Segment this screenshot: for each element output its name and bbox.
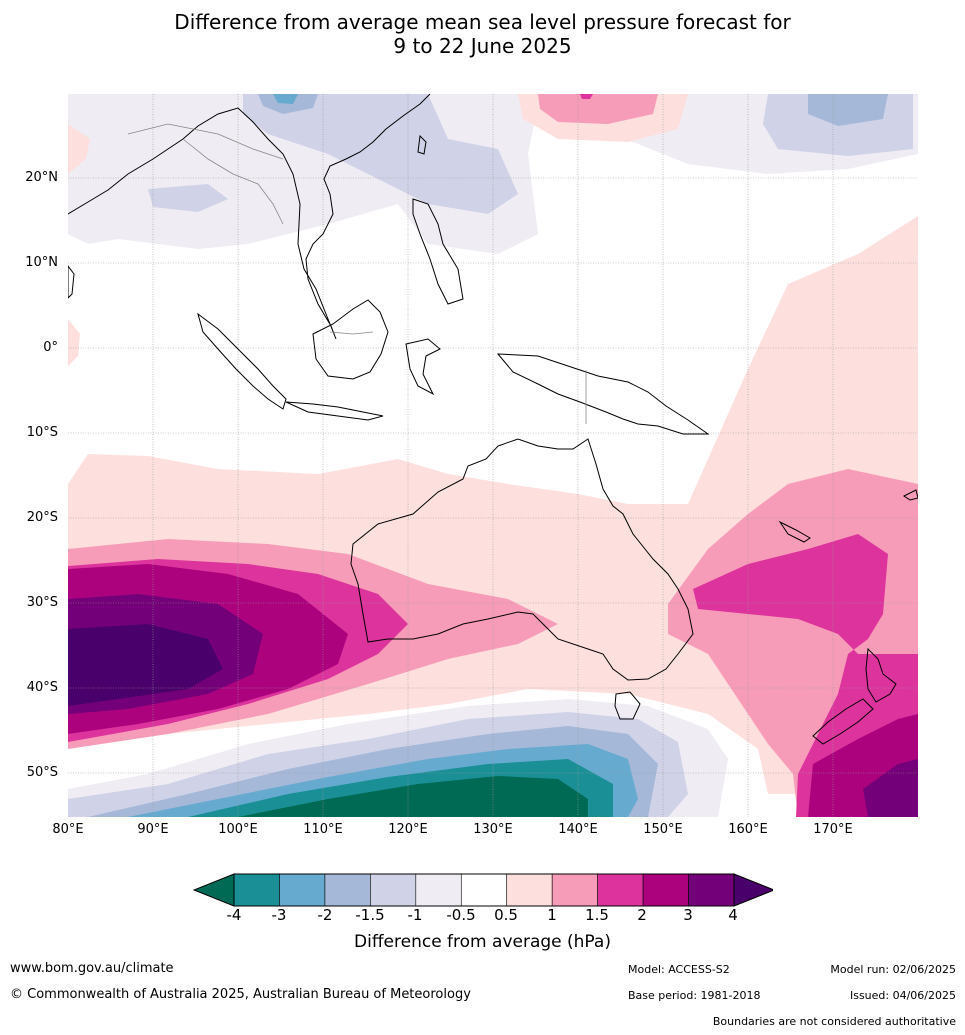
lon-label-80e: 80°E [52,822,84,837]
lat-label-20n: 20°N [25,170,58,185]
coast-new-zealand-south [812,698,874,745]
anomaly-neg-north-mid [243,94,518,214]
colorbar [192,873,776,911]
colorbar-extension-low [192,873,235,907]
coast-sulawesi [405,338,441,396]
colorbar-label-2: -2 [317,906,333,924]
coast-mainland-asia [68,94,431,340]
border-china [127,123,284,160]
anomaly-pos-west-edge-2 [68,319,80,366]
colorbar-title: Difference from average (hPa) [354,932,611,952]
model-run-date: Model run: 02/06/2025 [830,963,956,976]
anomaly-pos-north-strong [580,94,593,99]
colorbar-label-7: 1 [547,906,557,924]
lat-label-0: 0° [43,340,58,355]
coast-new-zealand-north [865,647,897,703]
lat-label-40s: 40°S [26,680,58,695]
lat-label-10s: 10°S [26,425,58,440]
coast-tasmania [614,691,641,720]
coastlines [68,94,918,745]
gridlines [68,94,918,817]
lon-label-140e: 140°E [558,822,598,837]
country-borders [127,123,587,424]
base-period: Base period: 1981-2018 [628,989,761,1002]
colorbar-label-11: 4 [728,906,738,924]
colorbar-swatch [551,873,598,907]
colorbar-label-8: 1.5 [585,906,609,924]
lon-label-160e: 160°E [728,822,768,837]
lat-label-50s: 50°S [26,765,58,780]
coast-sri-lanka [68,265,75,299]
border-borneo [329,331,374,335]
colorbar-swatch [688,873,735,907]
colorbar-swatch [460,873,508,907]
anomaly-neg-north-mid-2 [148,184,228,212]
colorbar-label-0: -4 [226,906,242,924]
anomaly-neg-ne-deep [808,94,888,126]
anomaly-neg-south-deepest [238,776,588,817]
colorbar-swatch [233,873,280,907]
lon-label-100e: 100°E [218,822,258,837]
lat-label-20s: 20°S [26,510,58,525]
lat-label-10n: 10°N [25,255,58,270]
boundaries-disclaimer: Boundaries are not considered authoritat… [712,1015,956,1028]
anomaly-pos-south-max [68,624,223,706]
colorbar-label-1: -3 [271,906,287,924]
colorbar-label-4: -1 [407,906,423,924]
colorbar-label-9: 2 [637,906,647,924]
colorbar-swatch [370,873,417,907]
title-line-1: Difference from average mean sea level p… [174,10,791,34]
coast-taiwan [417,134,427,155]
lon-label-120e: 120°E [388,822,428,837]
colorbar-label-6: 0.5 [494,906,518,924]
colorbar-swatch [597,873,644,907]
colorbar-swatch [642,873,689,907]
lon-label-170e: 170°E [813,822,853,837]
coast-java [285,401,384,421]
colorbar-swatch [324,873,371,907]
copyright-text: © Commonwealth of Australia 2025, Austra… [10,987,471,1002]
lat-label-30s: 30°S [26,595,58,610]
lon-label-90e: 90°E [137,822,169,837]
lon-label-110e: 110°E [303,822,343,837]
map-canvas [68,94,918,817]
lon-label-130e: 130°E [473,822,513,837]
anomaly-pos-west-edge-1 [68,124,90,174]
colorbar-swatches [192,873,776,907]
anomaly-neg-north-deepest [273,94,298,104]
coast-philippines [412,198,464,305]
colorbar-swatch [279,873,326,907]
coast-new-guinea [496,353,710,435]
colorbar-label-10: 3 [683,906,693,924]
anomaly-pos-north-mid [538,94,658,124]
coast-borneo [312,299,389,380]
model-name: Model: ACCESS-S2 [628,963,730,976]
colorbar-swatch [506,873,553,907]
colorbar-label-3: -1.5 [355,906,385,924]
coast-sumatra [197,312,287,410]
coast-fiji [903,489,918,501]
lon-label-150e: 150°E [643,822,683,837]
issued-date: Issued: 04/06/2025 [849,989,956,1002]
colorbar-label-5: -0.5 [446,906,476,924]
coast-new-caledonia [778,520,811,543]
colorbar-swatch [415,873,462,907]
title-line-2: 9 to 22 June 2025 [393,34,572,58]
pressure-anomaly-map [68,94,918,817]
border-indochina [182,138,284,225]
website-link[interactable]: www.bom.gov.au/climate [10,961,174,976]
colorbar-extension-high [733,873,776,907]
map-title: Difference from average mean sea level p… [0,10,965,58]
anomaly-neg-north-deep [258,94,318,114]
coast-australia [350,438,694,681]
anomaly-pos-se-strongest [863,759,918,817]
